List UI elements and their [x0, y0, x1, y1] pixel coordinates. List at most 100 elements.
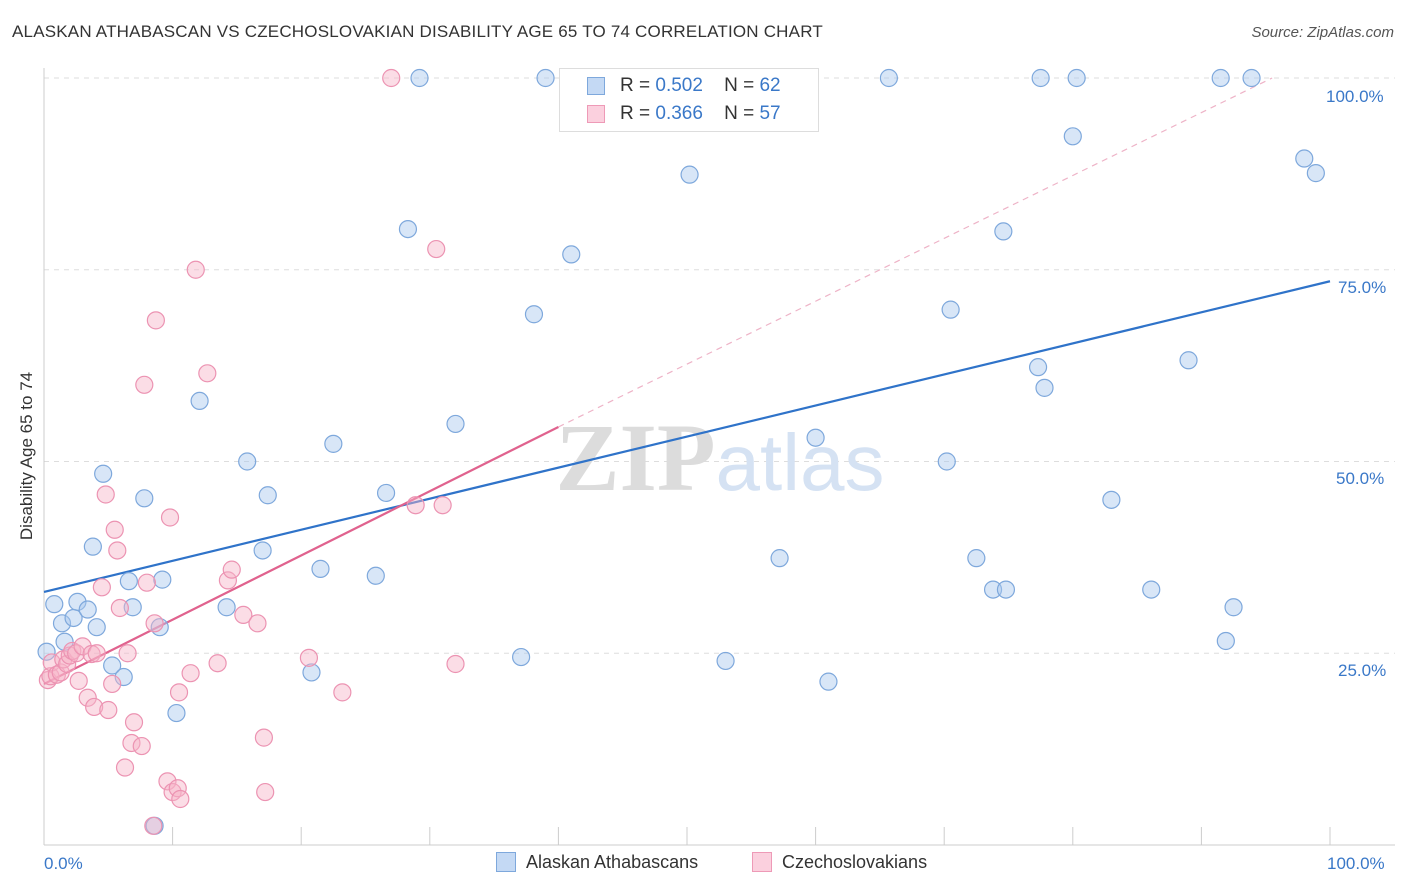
- data-point-czech: [96, 485, 115, 504]
- data-point-alaskan: [1067, 68, 1086, 88]
- legend-swatch-blue: [587, 77, 605, 95]
- legend-n-label: N =: [724, 103, 755, 124]
- data-point-alaskan: [1211, 68, 1230, 88]
- data-point-czech: [137, 573, 156, 592]
- data-point-czech: [181, 664, 200, 683]
- data-point-alaskan: [253, 541, 272, 560]
- data-points: [37, 68, 1325, 835]
- data-point-czech: [433, 496, 452, 515]
- legend-r-label: R =: [620, 75, 651, 96]
- data-point-alaskan: [302, 663, 321, 682]
- data-point-alaskan: [83, 537, 102, 556]
- data-point-czech: [82, 644, 101, 664]
- data-point-czech: [103, 674, 122, 694]
- data-point-czech: [446, 654, 465, 674]
- stats-legend: R = 0.502 N = 62 R = 0.366 N = 57: [559, 68, 819, 132]
- data-point-alaskan: [1142, 580, 1161, 599]
- data-point-alaskan: [680, 165, 699, 184]
- data-point-czech: [169, 683, 189, 702]
- data-point-alaskan: [68, 592, 87, 611]
- x-tick-max: 100.0%: [1327, 854, 1385, 873]
- data-point-alaskan: [770, 549, 789, 568]
- data-point-alaskan: [311, 559, 330, 578]
- legend-swatch-pink: [587, 105, 605, 123]
- data-point-alaskan: [446, 414, 465, 434]
- data-point-czech: [110, 598, 129, 618]
- data-point-czech: [299, 648, 319, 667]
- data-point-alaskan: [376, 483, 396, 503]
- data-point-alaskan: [1028, 358, 1048, 377]
- data-point-alaskan: [994, 222, 1013, 241]
- data-point-alaskan: [716, 651, 735, 671]
- data-point-czech: [218, 571, 237, 590]
- data-point-czech: [160, 508, 180, 527]
- data-point-czech: [168, 779, 187, 798]
- data-point-alaskan: [1031, 68, 1050, 88]
- data-point-czech: [108, 541, 127, 560]
- data-point-alaskan: [52, 614, 72, 633]
- data-point-alaskan: [1306, 164, 1325, 183]
- data-point-alaskan: [1102, 490, 1121, 509]
- data-point-czech: [186, 260, 205, 279]
- data-point-czech: [198, 364, 217, 383]
- data-point-czech: [78, 688, 97, 707]
- bottom-legend-label: Alaskan Athabascans: [526, 852, 699, 872]
- data-point-alaskan: [87, 618, 106, 637]
- y-tick-50: 50.0%: [1336, 469, 1385, 488]
- watermark-atlas: atlas: [716, 418, 885, 507]
- legend-r-value: 0.502: [655, 75, 703, 96]
- data-point-czech: [406, 496, 425, 515]
- data-point-czech: [132, 736, 151, 756]
- data-point-alaskan: [119, 572, 138, 591]
- data-point-czech: [118, 644, 137, 663]
- data-point-alaskan: [217, 598, 236, 617]
- data-point-alaskan: [524, 305, 544, 324]
- trend-line-1: [43, 426, 559, 685]
- data-point-alaskan: [1295, 149, 1314, 168]
- data-point-alaskan: [135, 489, 154, 508]
- data-point-alaskan: [996, 580, 1016, 599]
- data-point-czech: [333, 683, 352, 702]
- data-point-czech: [234, 605, 253, 625]
- data-point-alaskan: [536, 68, 555, 88]
- data-point-alaskan: [1179, 351, 1198, 370]
- data-point-czech: [222, 560, 241, 579]
- legend-r-value: 0.366: [655, 103, 703, 124]
- trend-extension-1: [558, 77, 1273, 428]
- data-point-alaskan: [1063, 127, 1082, 146]
- data-point-alaskan: [78, 600, 97, 619]
- data-point-alaskan: [806, 428, 825, 447]
- data-point-czech: [69, 671, 88, 690]
- data-point-czech: [382, 68, 401, 88]
- data-point-alaskan: [1224, 598, 1243, 617]
- y-tick-25: 25.0%: [1338, 661, 1387, 680]
- data-point-alaskan: [941, 300, 960, 319]
- bottom-legend-swatch-pink: [752, 852, 772, 872]
- watermark: ZIPatlas: [555, 404, 884, 511]
- data-point-alaskan: [55, 632, 74, 651]
- data-point-alaskan: [190, 391, 209, 411]
- data-point-alaskan: [153, 570, 172, 589]
- data-point-alaskan: [967, 549, 986, 568]
- legend-n-label: N =: [724, 75, 755, 96]
- data-point-czech: [208, 654, 227, 673]
- data-point-czech: [124, 713, 144, 732]
- chart-title: ALASKAN ATHABASCAN VS CZECHOSLOVAKIAN DI…: [12, 22, 823, 41]
- data-point-czech: [171, 789, 190, 809]
- legend-n-value: 62: [759, 75, 781, 96]
- y-axis-label: Disability Age 65 to 74: [17, 371, 36, 541]
- data-point-alaskan: [937, 452, 956, 471]
- data-point-alaskan: [94, 464, 113, 483]
- data-point-alaskan: [512, 647, 531, 667]
- data-point-alaskan: [238, 452, 257, 471]
- data-point-alaskan: [410, 68, 429, 88]
- data-point-czech: [146, 311, 165, 330]
- watermark-zip: ZIP: [555, 404, 715, 511]
- data-point-alaskan: [324, 434, 343, 453]
- data-point-czech: [115, 758, 135, 777]
- data-point-alaskan: [819, 672, 838, 691]
- data-point-alaskan: [1242, 68, 1261, 88]
- bottom-legend-swatch-blue: [496, 852, 516, 872]
- trend-lines: [43, 77, 1331, 685]
- data-point-czech: [99, 700, 118, 720]
